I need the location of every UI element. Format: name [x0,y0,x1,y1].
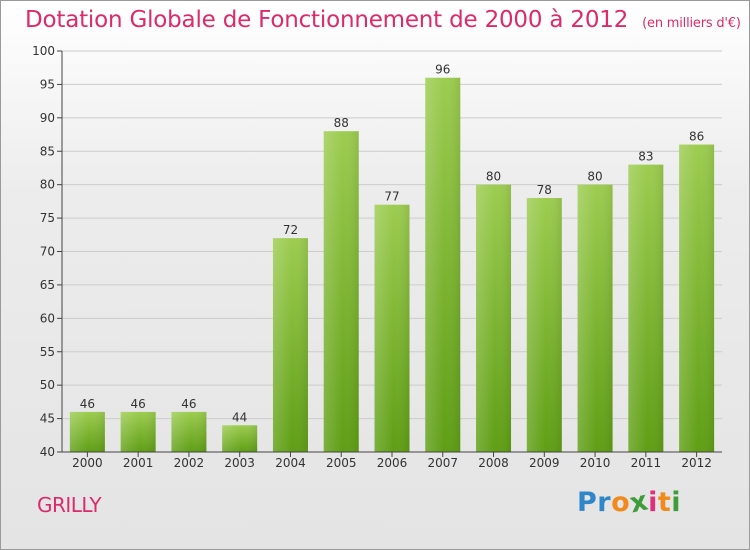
data-label-2009: 78 [537,183,552,197]
data-label-2007: 96 [435,63,450,77]
y-tick-label: 50 [40,378,55,392]
x-tick-label-2010: 2010 [580,456,611,470]
y-tick-label: 45 [40,412,55,426]
logo-letter: o [611,487,631,518]
data-label-2012: 86 [689,130,704,144]
bar-shade-2001 [120,411,156,452]
bar-shade-2006 [374,204,410,452]
data-label-2011: 83 [638,150,653,164]
x-tick-label-2000: 2000 [72,456,103,470]
x-tick-label-2001: 2001 [123,456,154,470]
x-tick-label-2012: 2012 [681,456,712,470]
x-tick-label-2011: 2011 [631,456,662,470]
x-tick-label-2003: 2003 [224,456,255,470]
y-tick-label: 70 [40,245,55,259]
x-tick-label-2004: 2004 [275,456,306,470]
bar-shade-2010 [577,184,613,452]
data-label-2001: 46 [131,397,146,411]
data-label-2005: 88 [334,116,349,130]
commune-name: GRILLY [37,493,102,517]
data-label-2008: 80 [486,170,501,184]
bar-shade-2000 [69,411,105,452]
axis-layer: 40 45 50 55 60 65 70 75 80 85 90 95 100 2000 2001 2002 2… [32,44,722,470]
data-label-2003: 44 [232,410,247,424]
y-tick-label: 85 [40,144,55,158]
x-tick-label-2006: 2006 [377,456,408,470]
bar-shade-2012 [679,144,715,453]
data-label-2010: 80 [587,170,602,184]
y-tick-label: 40 [40,445,55,459]
logo-letter: t [657,487,672,518]
x-tick-label-2008: 2008 [478,456,509,470]
chart-title: Dotation Globale de Fonctionnement de 20… [25,7,741,33]
proxiti-logo: Proxiti [577,485,682,519]
y-tick-label: 55 [40,345,55,359]
y-tick-label: 60 [40,311,55,325]
x-tick-label-2009: 2009 [529,456,560,470]
bar-shade-2007 [425,77,461,452]
y-tick-label: 65 [40,278,55,292]
bar-shade-2003 [222,425,258,452]
y-tick-label: 95 [40,77,55,91]
x-tick-label-2002: 2002 [174,456,205,470]
y-tick-label: 75 [40,211,55,225]
bar-layer: 46 46 46 44 72 88 77 96 80 78 80 83 86 [69,63,715,453]
bar-shade-2005 [323,131,359,452]
logo-letter: r [597,487,612,518]
bar-shade-2011 [628,164,664,452]
x-tick-label-2005: 2005 [326,456,357,470]
data-label-2004: 72 [283,223,298,237]
data-label-2006: 77 [384,190,399,204]
chart-subtitle: (en milliers d'€) [642,16,741,31]
bar-shade-2004 [272,238,308,452]
data-label-2000: 46 [80,397,95,411]
x-tick-label-2007: 2007 [427,456,458,470]
logo-letter: i [648,487,658,518]
bar-shade-2008 [476,184,512,452]
y-tick-label: 80 [40,178,55,192]
logo-letter: P [577,487,598,518]
y-tick-label: 90 [40,111,55,125]
logo-letter: i [671,487,682,518]
y-tick-label: 100 [32,44,55,58]
data-label-2002: 46 [181,397,196,411]
bar-shade-2002 [171,411,207,452]
chart-title-text: Dotation Globale de Fonctionnement de 20… [25,7,629,33]
bar-shade-2009 [526,198,562,452]
